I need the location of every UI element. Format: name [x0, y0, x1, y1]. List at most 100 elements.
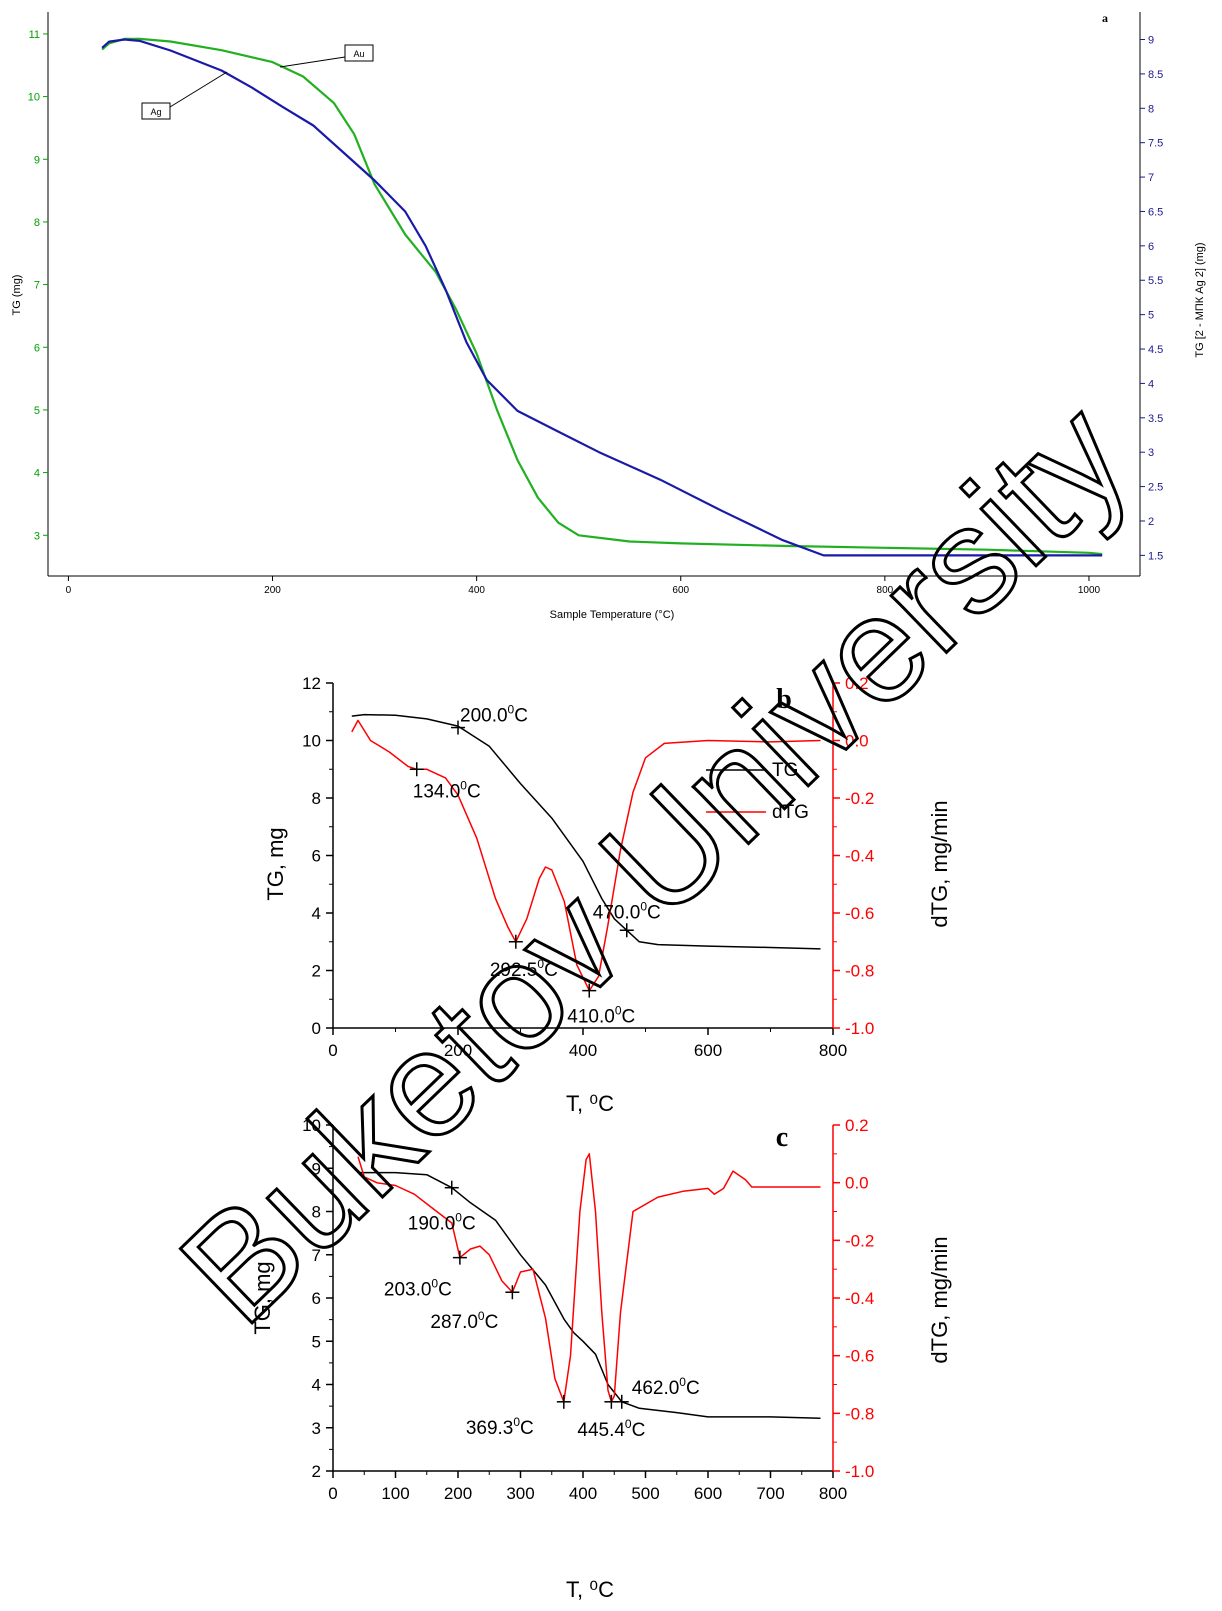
panel-b-y2-axis-title: dTG, mg/min — [927, 800, 952, 927]
panel-a-callout-box — [141, 102, 171, 120]
panel-a-y2-tick-label: 6 — [1148, 241, 1154, 253]
watermark: Buketov University — [149, 371, 1159, 1355]
panel-a-x-tick-label: 800 — [877, 585, 894, 596]
panel-a-label: a — [1102, 11, 1108, 25]
panel-c-x-tick-label: 500 — [631, 1484, 659, 1503]
panel-a-y2-tick-label: 2.5 — [1148, 482, 1163, 494]
panel-c-x-tick-label: 800 — [819, 1484, 847, 1503]
panel-a-x-tick-label: 400 — [468, 585, 485, 596]
panel-a-x-tick-label: 0 — [66, 585, 72, 596]
panel-c-y2-tick-label: 0.0 — [845, 1174, 869, 1193]
panel-b-y-tick-label: 4 — [312, 904, 321, 923]
panel-c-series-tg — [358, 1171, 821, 1419]
panel-b-y2-tick-label: 0.2 — [845, 674, 869, 693]
panel-a-series-ag — [101, 38, 1103, 557]
panel-b-annotation: 470.00C — [593, 899, 661, 923]
panel-a-y2-tick-label: 9 — [1148, 35, 1154, 47]
panel-a-y2-tick-label: 6.5 — [1148, 206, 1163, 218]
panel-c-series-dtg — [357, 1153, 821, 1403]
panel-b-y2-tick-label: 0.0 — [845, 732, 869, 751]
panel-a-callout-label-au: Au — [353, 49, 364, 59]
panel-c-x-tick-label: 600 — [694, 1484, 722, 1503]
panel-a-callout-label-ag: Ag — [150, 107, 161, 117]
panel-a-y2-tick-label: 5.5 — [1148, 275, 1163, 287]
panel-c-y2-tick-label: -0.8 — [845, 1404, 874, 1423]
panel-c-y2-tick-label: -0.6 — [845, 1347, 874, 1366]
panel-b-x-tick-label: 600 — [694, 1041, 722, 1060]
panel-b-x-axis-title: T, ⁰C — [566, 1091, 614, 1116]
panel-c-y2-tick-label: 0.2 — [845, 1116, 869, 1135]
panel-c-annotation: 287.00C — [430, 1309, 498, 1333]
panel-a-x-axis-title: Sample Temperature (°C) — [550, 609, 675, 621]
panel-a-y2-axis-title: TG [2 - МПК Ag 2] (mg) — [1194, 242, 1206, 357]
panel-c-annotation: 190.00C — [408, 1211, 476, 1235]
panel-b-annotation: 200.00C — [460, 703, 528, 727]
panel-c-x-tick-label: 400 — [569, 1484, 597, 1503]
panel-b-y2-tick-label: -0.8 — [845, 962, 874, 981]
panel-a-y-tick-label: 9 — [34, 154, 40, 166]
panel-a-y2-tick-label: 5 — [1148, 310, 1154, 322]
panel-c-y-tick-label: 9 — [312, 1159, 321, 1178]
panel-c-y-tick-label: 7 — [312, 1246, 321, 1265]
panel-c-y-tick-label: 8 — [312, 1203, 321, 1222]
panel-a-x-tick-label: 200 — [264, 585, 281, 596]
panel-a-series-au — [101, 37, 1103, 556]
panel-a-x-tick-label: 1000 — [1078, 585, 1101, 596]
panel-c-y-tick-label: 6 — [312, 1289, 321, 1308]
panel-c-x-tick-label: 200 — [444, 1484, 472, 1503]
panel-a-y2-tick-label: 1.5 — [1148, 550, 1163, 562]
panel-c-annotation: 369.30C — [466, 1415, 534, 1439]
panel-b-x-tick-label: 800 — [819, 1041, 847, 1060]
panel-b-annotation: 134.00C — [413, 778, 481, 802]
panel-a-callout-leader — [169, 71, 228, 108]
panel-b-y2-tick-label: -0.6 — [845, 904, 874, 923]
panel-c-y-tick-label: 10 — [302, 1116, 321, 1135]
panel-c-y-tick-label: 4 — [312, 1376, 321, 1395]
panel-a-y2-tick-label: 4 — [1148, 378, 1154, 390]
panel-c-x-tick-label: 0 — [328, 1484, 337, 1503]
panel-c-x-tick-label: 700 — [756, 1484, 784, 1503]
panel-c-annotation: 445.40C — [577, 1417, 645, 1441]
panel-a-y2-tick-label: 3 — [1148, 447, 1154, 459]
panel-a-y-axis-title: TG (mg) — [11, 275, 23, 316]
panel-a-y-tick-label: 8 — [34, 217, 40, 229]
panel-a-y-tick-label: 7 — [34, 280, 40, 292]
panel-a-y2-tick-label: 7 — [1148, 172, 1154, 184]
panel-c-y-tick-label: 3 — [312, 1419, 321, 1438]
panel-a-y2-tick-label: 2 — [1148, 516, 1154, 528]
panel-c-y2-tick-label: -1.0 — [845, 1462, 874, 1481]
panel-a-y2-tick-label: 8.5 — [1148, 69, 1163, 81]
panel-c-y2-axis-title: dTG, mg/min — [927, 1236, 952, 1363]
panel-b-series-tg — [351, 713, 821, 950]
panel-b-y-tick-label: 0 — [312, 1019, 321, 1038]
panel-c-annotation: 462.00C — [632, 1375, 700, 1399]
legend-label-tg: TG — [772, 760, 798, 781]
panel-c-y-tick-label: 2 — [312, 1462, 321, 1481]
panel-b-x-tick-label: 400 — [569, 1041, 597, 1060]
panel-a-y-tick-label: 10 — [28, 92, 40, 104]
panel-a-y2-tick-label: 3.5 — [1148, 413, 1163, 425]
panel-b-label: b — [776, 684, 792, 715]
panel-a-y-tick-label: 5 — [34, 405, 40, 417]
panel-c-annotation: 203.00C — [384, 1277, 452, 1301]
panel-a-y-tick-label: 11 — [29, 29, 40, 41]
panel-b-y-tick-label: 6 — [312, 847, 321, 866]
panel-c-y-axis-title: TG, mg — [250, 1261, 275, 1334]
panel-b-legend: TG dTG — [706, 760, 809, 823]
panel-a-y-tick-label: 4 — [34, 468, 40, 480]
panel-a-y-tick-label: 6 — [34, 342, 40, 354]
panel-b-y2-tick-label: -0.4 — [845, 847, 874, 866]
panel-c-y2-tick-label: -0.4 — [845, 1289, 874, 1308]
panel-c-y2-tick-label: -0.2 — [845, 1231, 874, 1250]
panel-b-annotation: 410.00C — [567, 1004, 635, 1028]
panel-b-x-tick-label: 200 — [444, 1041, 472, 1060]
panel-b-y-tick-label: 8 — [312, 789, 321, 808]
panel-b-y-tick-label: 2 — [312, 962, 321, 981]
panel-c-label: c — [776, 1122, 788, 1153]
panel-b-series-dtg — [351, 719, 821, 992]
panel-b-y2-tick-label: -1.0 — [845, 1019, 874, 1038]
panel-c-y-tick-label: 5 — [312, 1332, 321, 1351]
panel-b-annotation: 292.50C — [490, 957, 558, 981]
panel-a-y-tick-label: 3 — [34, 530, 40, 542]
